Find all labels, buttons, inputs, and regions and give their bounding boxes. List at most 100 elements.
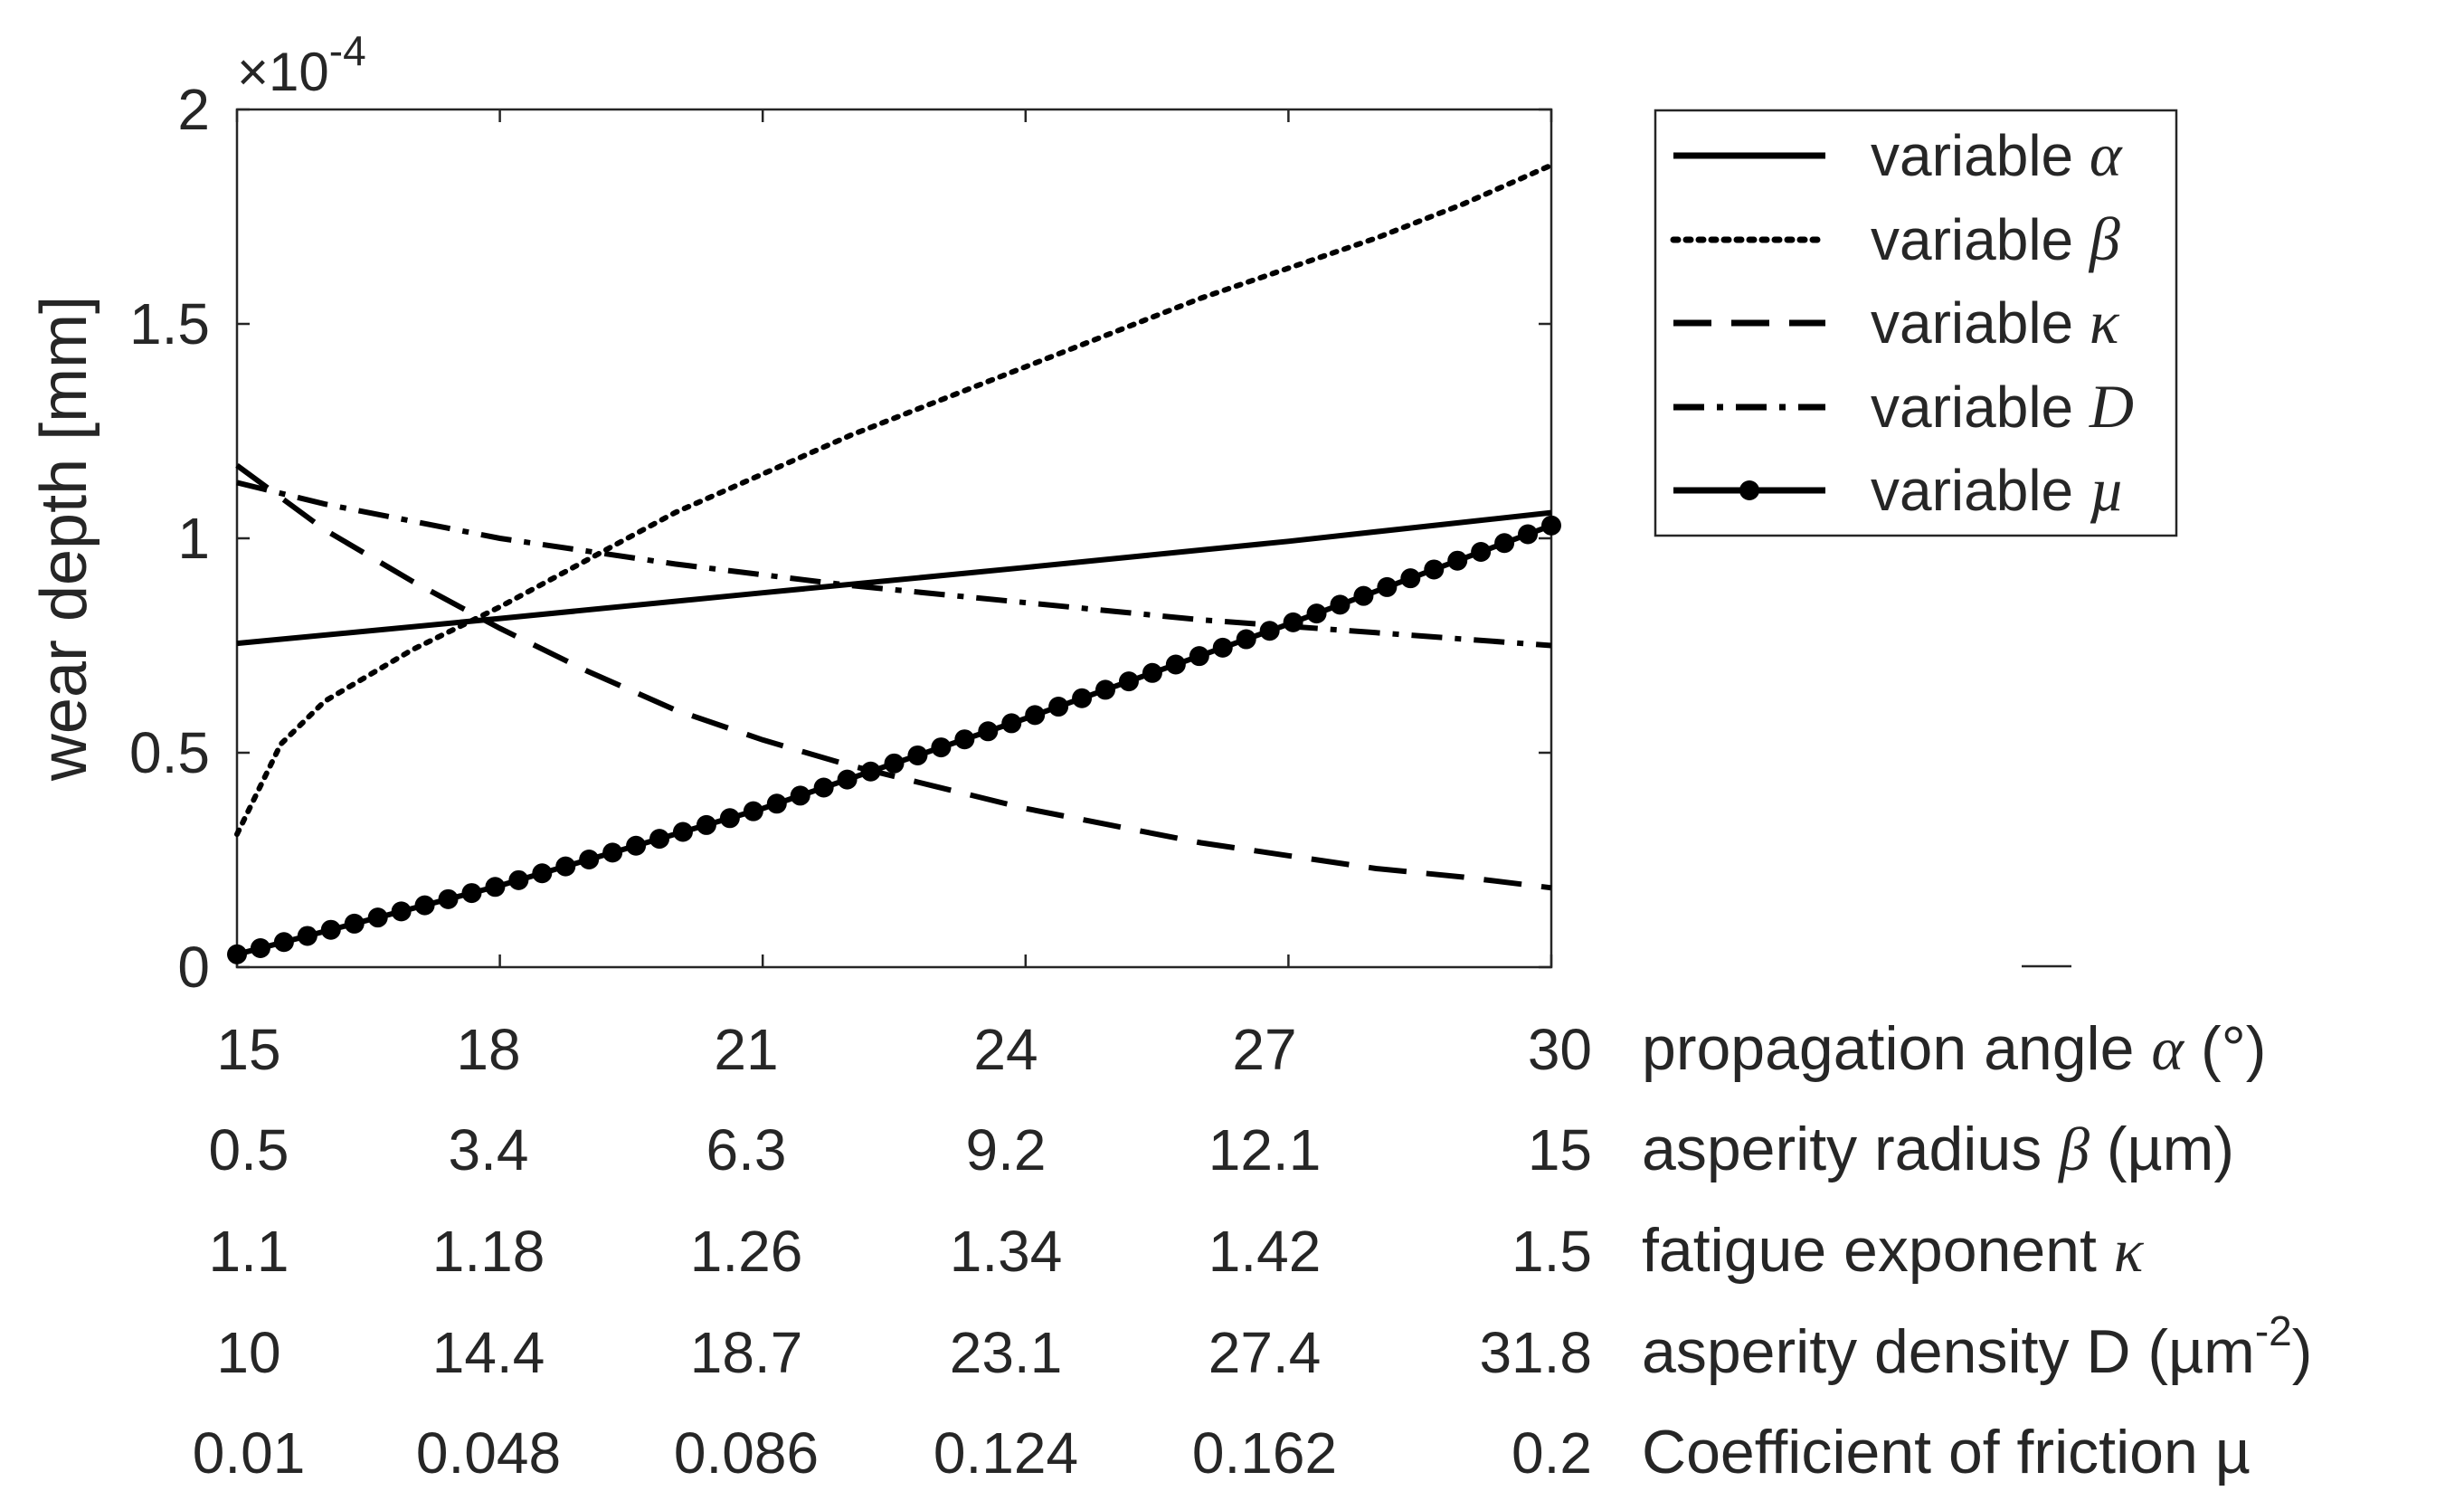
series-marker bbox=[1400, 568, 1421, 589]
x-tick-label-row-1: 24 bbox=[973, 1017, 1038, 1082]
series-marker bbox=[1353, 585, 1374, 606]
y-axis-title: wear depth [mm] bbox=[28, 296, 100, 782]
series-marker bbox=[1048, 697, 1069, 717]
x-tick-label-row-3: 1.5 bbox=[1512, 1219, 1592, 1284]
series-layer bbox=[227, 162, 1561, 964]
series-marker bbox=[931, 737, 952, 758]
series-marker bbox=[1001, 713, 1022, 734]
series-marker bbox=[907, 745, 928, 765]
series-marker bbox=[438, 888, 459, 909]
series-line-4 bbox=[236, 480, 1552, 649]
y-tick-label: 2 bbox=[177, 77, 210, 142]
series-marker bbox=[954, 729, 975, 750]
series-marker bbox=[884, 753, 905, 774]
x-axes-table: 15 18 21 24 27 30 propagation angle α (°) 0.5 3.… bbox=[193, 1014, 2313, 1486]
x-tick-label-row-2: 0.5 bbox=[209, 1117, 289, 1182]
x-tick-label-row-5: 0.048 bbox=[416, 1420, 561, 1486]
series-marker bbox=[414, 895, 435, 916]
x-tick-label-row-1: 27 bbox=[1232, 1017, 1296, 1082]
series-marker bbox=[1447, 550, 1468, 571]
plot-area bbox=[235, 108, 1553, 969]
series-marker bbox=[1118, 671, 1139, 692]
series-marker bbox=[1165, 654, 1186, 675]
series-marker bbox=[250, 938, 270, 959]
x-tick-label-row-4: 10 bbox=[216, 1320, 280, 1385]
series-marker bbox=[508, 869, 529, 890]
series-marker bbox=[227, 944, 247, 964]
series-marker bbox=[766, 793, 787, 814]
series-marker bbox=[1072, 688, 1093, 708]
y-tick-label: 0.5 bbox=[129, 720, 210, 785]
series-marker bbox=[367, 907, 388, 928]
series-marker bbox=[1377, 576, 1398, 597]
series-marker bbox=[297, 926, 317, 946]
x-axis-title-row-1: propagation angle α (°) bbox=[1642, 1014, 2266, 1083]
y-exponent-power: -4 bbox=[329, 27, 366, 74]
series-marker bbox=[1424, 559, 1445, 580]
x-tick-label-row-2: 9.2 bbox=[966, 1117, 1047, 1182]
y-exponent-label: ×10-4 bbox=[237, 27, 366, 102]
series-marker bbox=[1142, 662, 1162, 683]
x-tick-label-row-4: 31.8 bbox=[1479, 1320, 1592, 1385]
series-marker bbox=[1330, 594, 1350, 615]
series-marker bbox=[1518, 524, 1539, 545]
series-marker bbox=[1025, 705, 1046, 726]
x-tick-label-row-1: 15 bbox=[216, 1017, 280, 1082]
series-marker bbox=[485, 877, 506, 897]
series-marker bbox=[1095, 679, 1116, 700]
series-marker bbox=[696, 814, 716, 835]
series-marker bbox=[649, 829, 670, 850]
series-marker bbox=[1259, 621, 1280, 641]
x-tick-label-row-3: 1.26 bbox=[690, 1219, 803, 1284]
series-marker bbox=[978, 721, 999, 742]
x-tick-label-row-3: 1.42 bbox=[1208, 1219, 1322, 1284]
x-tick-label-row-2: 15 bbox=[1528, 1117, 1592, 1182]
series-marker bbox=[602, 842, 623, 863]
series-marker bbox=[813, 777, 834, 798]
series-marker bbox=[532, 863, 553, 884]
series-marker bbox=[344, 913, 365, 934]
series-marker bbox=[320, 919, 341, 940]
series-marker bbox=[743, 801, 763, 821]
series-marker bbox=[1541, 515, 1561, 536]
series-marker bbox=[672, 821, 693, 842]
legend-marker bbox=[1739, 480, 1759, 500]
legend-label-3: variable κ bbox=[1871, 288, 2120, 356]
series-marker bbox=[626, 835, 647, 856]
series-marker bbox=[1306, 603, 1327, 624]
x-tick-label-row-2: 3.4 bbox=[449, 1117, 529, 1182]
x-axis-title-row-2: asperity radius β (µm) bbox=[1642, 1115, 2234, 1183]
series-marker bbox=[1189, 646, 1209, 667]
y-tick-label: 1 bbox=[177, 506, 210, 571]
series-marker bbox=[273, 932, 294, 953]
series-marker bbox=[1236, 629, 1256, 650]
series-line-2 bbox=[234, 162, 1554, 838]
x-tick-label-row-2: 12.1 bbox=[1208, 1117, 1322, 1182]
series-marker bbox=[860, 761, 881, 782]
x-tick-label-row-3: 1.1 bbox=[209, 1219, 289, 1284]
y-exponent-base: ×10 bbox=[237, 42, 329, 102]
legend: variable α variable β variable κ variable D… bbox=[1670, 120, 2134, 524]
x-tick-label-row-5: 0.162 bbox=[1192, 1420, 1337, 1486]
x-tick-label-row-2: 6.3 bbox=[706, 1117, 787, 1182]
axis-ticks bbox=[235, 108, 1553, 969]
x-axis-title-row-4: asperity density D (µm-2) bbox=[1642, 1307, 2312, 1386]
series-line-5 bbox=[236, 522, 1553, 957]
legend-label-2: variable β bbox=[1871, 204, 2120, 273]
series-marker bbox=[1212, 637, 1233, 658]
x-tick-label-row-1: 21 bbox=[714, 1017, 778, 1082]
x-tick-label-row-5: 0.124 bbox=[933, 1420, 1078, 1486]
series-marker bbox=[579, 849, 600, 869]
legend-label-1: variable α bbox=[1871, 120, 2123, 189]
x-tick-label-row-5: 0.2 bbox=[1512, 1420, 1592, 1486]
y-tick-label: 1.5 bbox=[129, 291, 210, 356]
x-axis-title-row-3: fatigue exponent κ bbox=[1642, 1216, 2145, 1285]
x-tick-label-row-4: 23.1 bbox=[950, 1320, 1063, 1385]
series-marker bbox=[1283, 612, 1303, 632]
series-line-3 bbox=[235, 462, 1552, 891]
x-tick-label-row-5: 0.01 bbox=[193, 1420, 306, 1486]
series-line-1 bbox=[236, 509, 1552, 647]
series-marker bbox=[555, 856, 576, 877]
y-tick-labels: 0 0.5 1 1.5 2 bbox=[129, 77, 210, 1000]
